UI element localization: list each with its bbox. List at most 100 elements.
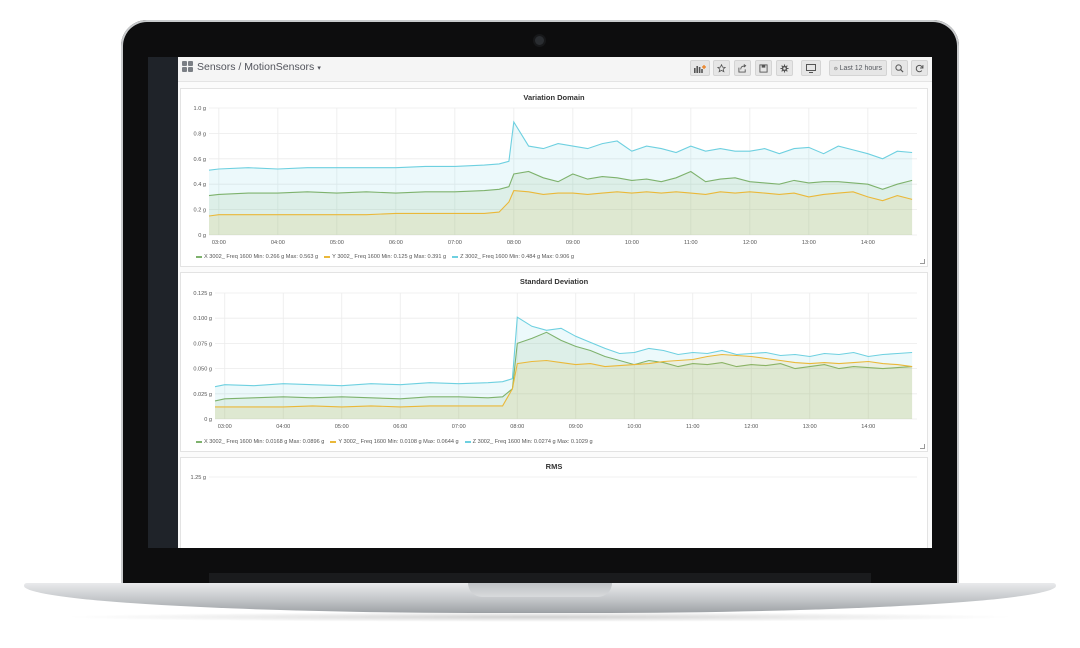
y-tick-label: 0.050 g	[193, 367, 212, 373]
x-tick-label: 07:00	[448, 240, 462, 246]
laptop-shadow	[60, 612, 1020, 622]
legend-swatch	[452, 256, 459, 258]
laptop-hinge	[209, 573, 871, 585]
legend-label: Y 3002_ Freq 1600 Min: 0.125 g Max: 0.39…	[332, 254, 447, 260]
legend-label: Y 3002_ Freq 1600 Min: 0.0108 g Max: 0.0…	[338, 439, 459, 445]
x-tick-label: 05:00	[335, 424, 349, 430]
dashboard-app: Sensors / MotionSensors ▾ Last 12 hour	[178, 57, 932, 548]
series-line-y[interactable]	[215, 353, 913, 408]
legend-item-z[interactable]: Z 3002_ Freq 1600 Min: 0.484 g Max: 0.90…	[452, 254, 574, 260]
series-area-x	[215, 332, 913, 419]
x-tick-label: 07:00	[452, 424, 466, 430]
side-menu	[148, 57, 178, 548]
panel-standard-deviation: Standard Deviation 0.125 g 0.100 g 0.075 g…	[180, 272, 928, 452]
x-tick-label: 13:00	[803, 424, 817, 430]
panel-title: Standard Deviation	[519, 277, 589, 286]
x-tick-label: 03:00	[212, 240, 226, 246]
y-tick-label: 0.8 g	[194, 131, 206, 137]
chart-legend: X 3002_ Freq 1600 Min: 0.0168 g Max: 0.0…	[196, 439, 593, 445]
y-tick-label: 0 g	[204, 417, 212, 423]
time-range-picker[interactable]: Last 12 hours	[829, 60, 887, 76]
variation-domain-chart: 1.0 g 0.8 g 0.6 g 0.4 g 0.2 g 0 g 03:00 04:00 05…	[194, 106, 917, 246]
legend-swatch	[324, 256, 331, 258]
legend-item-x[interactable]: X 3002_ Freq 1600 Min: 0.0168 g Max: 0.0…	[196, 439, 324, 445]
laptop-screen: Sensors / MotionSensors ▾ Last 12 hour	[148, 57, 932, 548]
x-tick-label: 06:00	[393, 424, 407, 430]
legend-label: X 3002_ Freq 1600 Min: 0.0168 g Max: 0.0…	[204, 439, 325, 445]
legend-label: Z 3002_ Freq 1600 Min: 0.484 g Max: 0.90…	[460, 254, 574, 260]
save-button[interactable]	[755, 60, 772, 76]
legend-item-y[interactable]: Y 3002_ Freq 1600 Min: 0.0108 g Max: 0.0…	[330, 439, 459, 445]
x-tick-label: 10:00	[627, 424, 641, 430]
x-tick-label: 06:00	[389, 240, 403, 246]
dashboard-grid-icon[interactable]	[182, 61, 193, 72]
panel-resize-handle[interactable]	[920, 259, 925, 264]
refresh-icon	[915, 64, 924, 72]
webcam	[535, 36, 544, 45]
monitor-icon	[806, 63, 816, 73]
y-tick-label: 0.075 g	[193, 341, 212, 347]
x-tick-label: 11:00	[684, 240, 698, 246]
x-tick-label: 11:00	[686, 424, 700, 430]
legend-label: Z 3002_ Freq 1600 Min: 0.0274 g Max: 0.1…	[472, 439, 593, 445]
y-tick-label: 1.0 g	[194, 106, 206, 112]
panel-rms: RMS 1.25 g	[180, 457, 928, 548]
tv-mode-button[interactable]	[801, 60, 821, 76]
search-icon	[895, 63, 904, 73]
y-tick-label: 0.125 g	[193, 291, 212, 297]
chart-legend: X 3002_ Freq 1600 Min: 0.266 g Max: 0.56…	[196, 254, 574, 260]
star-button[interactable]	[713, 60, 730, 76]
x-tick-label: 05:00	[330, 240, 344, 246]
panel-title: RMS	[545, 462, 563, 471]
y-tick-label: 0.100 g	[193, 316, 212, 322]
series-area-y	[215, 354, 913, 419]
refresh-button[interactable]	[911, 60, 928, 76]
x-tick-label: 08:00	[510, 424, 524, 430]
share-button[interactable]	[734, 60, 751, 76]
series-line-z[interactable]	[208, 120, 913, 171]
x-tick-label: 14:00	[861, 240, 875, 246]
y-tick-label: 0.4 g	[194, 182, 206, 188]
legend-label: X 3002_ Freq 1600 Min: 0.266 g Max: 0.56…	[204, 254, 319, 260]
series-line-y[interactable]	[208, 190, 913, 217]
x-tick-label: 10:00	[625, 240, 639, 246]
x-tick-label: 13:00	[802, 240, 816, 246]
add-panel-button[interactable]	[690, 60, 710, 76]
series-line-z[interactable]	[214, 316, 913, 388]
x-tick-label: 08:00	[507, 240, 521, 246]
legend-swatch	[196, 441, 202, 443]
legend-swatch	[464, 441, 471, 443]
x-tick-label: 04:00	[271, 240, 285, 246]
x-tick-label: 03:00	[218, 424, 232, 430]
series-area-x	[209, 171, 913, 235]
zoom-out-button[interactable]	[891, 60, 908, 76]
series-line-x[interactable]	[208, 170, 913, 197]
standard-deviation-chart: 0.125 g 0.100 g 0.075 g 0.050 g 0.025 g 0 g 03…	[193, 291, 917, 430]
x-tick-label: 12:00	[744, 424, 758, 430]
legend-item-y[interactable]: Y 3002_ Freq 1600 Min: 0.125 g Max: 0.39…	[324, 254, 446, 260]
series-line-x[interactable]	[214, 331, 913, 402]
panel-title: Variation Domain	[523, 93, 585, 102]
clock-icon	[834, 66, 838, 70]
share-icon	[738, 63, 747, 73]
x-tick-label: 04:00	[276, 424, 290, 430]
bar-chart-add-icon	[694, 64, 706, 73]
legend-swatch	[196, 256, 202, 258]
series-area-y	[209, 190, 913, 235]
series-area-z	[215, 317, 913, 419]
legend-item-x[interactable]: X 3002_ Freq 1600 Min: 0.266 g Max: 0.56…	[196, 254, 318, 260]
top-navbar: Sensors / MotionSensors ▾ Last 12 hour	[178, 57, 932, 82]
x-tick-label: 12:00	[743, 240, 757, 246]
rms-chart: 1.25 g	[190, 475, 917, 481]
settings-button[interactable]	[776, 60, 793, 76]
panel-resize-handle[interactable]	[920, 444, 925, 449]
x-tick-label: 09:00	[569, 424, 583, 430]
breadcrumb-text: Sensors / MotionSensors	[197, 61, 315, 73]
legend-item-z[interactable]: Z 3002_ Freq 1600 Min: 0.0274 g Max: 0.1…	[464, 439, 593, 445]
series-area-z	[209, 122, 913, 235]
y-tick-label: 0.2 g	[194, 208, 206, 214]
breadcrumb[interactable]: Sensors / MotionSensors ▾	[197, 61, 321, 73]
y-tick-label: 1.25 g	[190, 475, 206, 481]
legend-swatch	[330, 441, 337, 443]
laptop-notch	[468, 583, 612, 597]
